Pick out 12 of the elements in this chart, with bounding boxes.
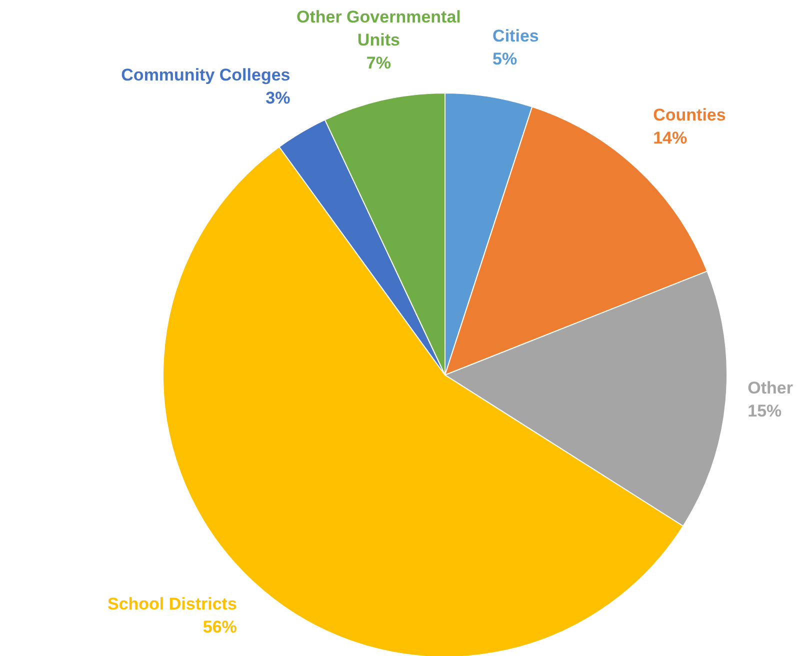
slice-label: Cities: [492, 26, 539, 46]
slice-label: Community Colleges: [121, 65, 290, 84]
data-label: 56%: [202, 618, 237, 637]
data-label: 15%: [748, 402, 782, 421]
data-label: 7%: [366, 53, 391, 72]
data-label: 5%: [492, 50, 518, 69]
slice-label: Counties: [653, 105, 726, 124]
slice-label: Other: [748, 378, 794, 398]
data-label: 14%: [653, 128, 688, 148]
data-label: 3%: [266, 88, 290, 108]
slice-label: Other Governmental Units: [296, 7, 461, 50]
slice-label: School Districts: [107, 594, 237, 614]
